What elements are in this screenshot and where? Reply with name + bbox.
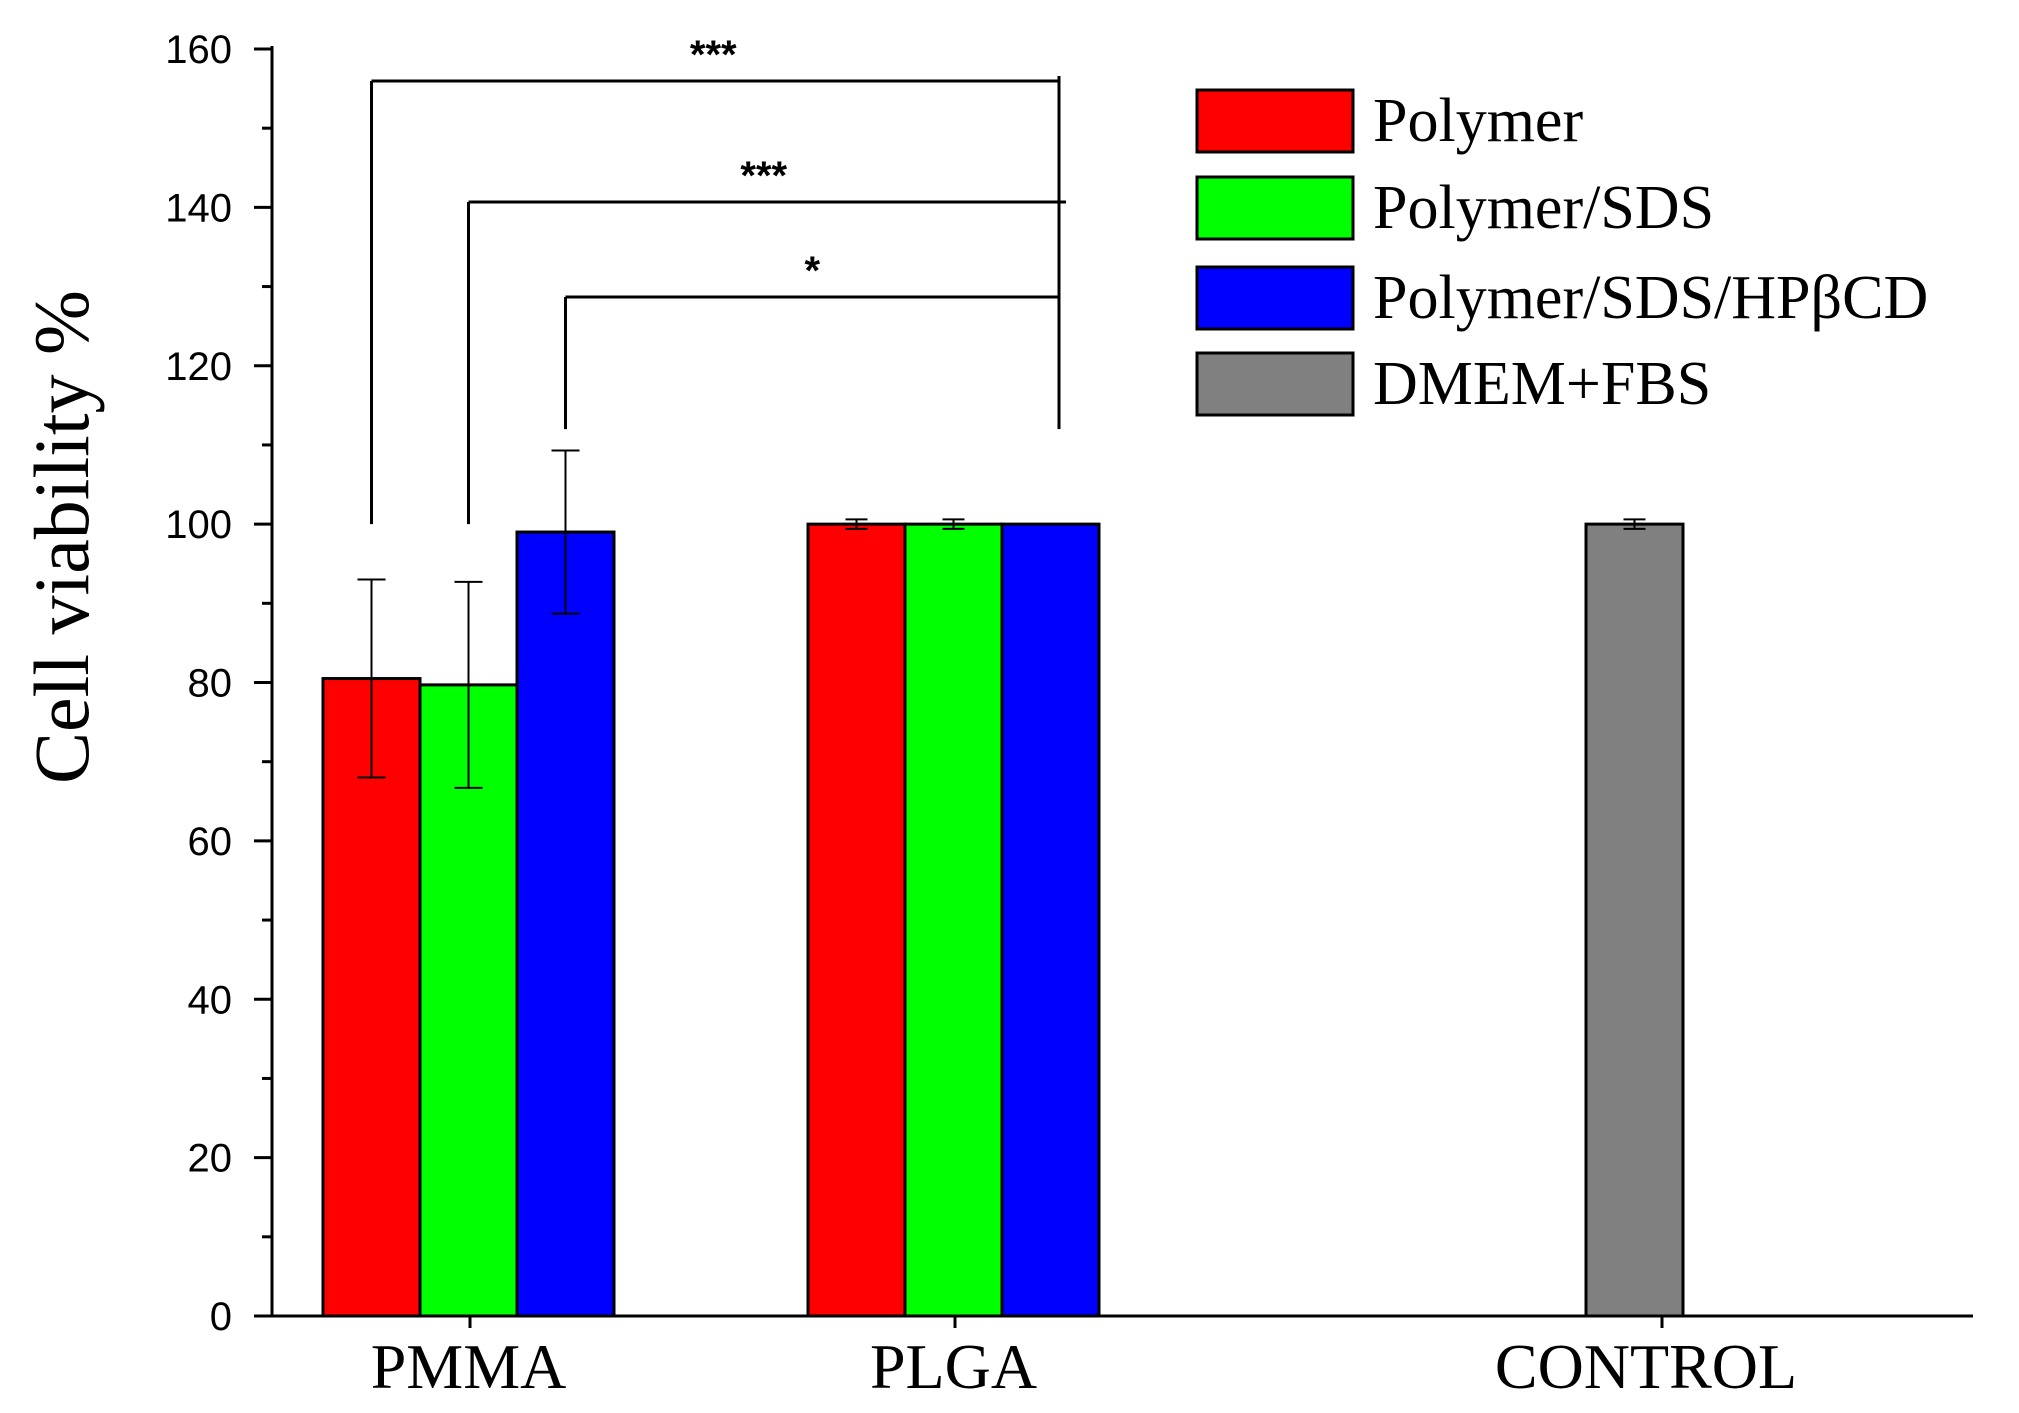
legend-label-2: Polymer/SDS — [1373, 174, 1714, 242]
legend-label-3: Polymer/SDS/HPβCD — [1373, 264, 1928, 332]
legend-swatch-1 — [1195, 88, 1355, 154]
y-tick-label-120: 120 — [165, 345, 232, 389]
x-tick-label-plga: PLGA — [870, 1331, 1037, 1402]
x-tick-label-control: CONTROL — [1495, 1331, 1797, 1402]
y-tick-label-20: 20 — [188, 1137, 233, 1181]
significance-label-2: *** — [740, 154, 787, 198]
bar-plga-1 — [806, 522, 907, 1318]
significance-label-1: *** — [690, 33, 737, 77]
y-tick-label-160: 160 — [165, 28, 232, 72]
bar-control-4 — [1584, 522, 1685, 1318]
legend-swatch-3 — [1195, 265, 1355, 331]
legend-swatch-4 — [1195, 351, 1355, 417]
y-tick-label-40: 40 — [188, 978, 233, 1022]
y-tick-label-140: 140 — [165, 186, 232, 230]
legend-swatch-2 — [1195, 175, 1355, 241]
y-axis-title: Cell viability % — [18, 290, 105, 784]
bar-pmma-1 — [321, 677, 422, 1318]
legend-label-1: Polymer — [1373, 87, 1583, 155]
legend-label-4: DMEM+FBS — [1373, 350, 1711, 418]
bar-plga-2 — [903, 522, 1004, 1318]
bar-pmma-3 — [515, 530, 616, 1318]
bar-plga-3 — [1000, 522, 1101, 1318]
y-tick-label-100: 100 — [165, 503, 232, 547]
significance-label-3: * — [804, 249, 820, 293]
bar-pmma-2 — [418, 683, 519, 1318]
y-tick-label-0: 0 — [210, 1295, 232, 1339]
y-tick-label-80: 80 — [188, 662, 233, 706]
y-tick-label-60: 60 — [188, 820, 233, 864]
x-tick-label-pmma: PMMA — [371, 1331, 567, 1402]
